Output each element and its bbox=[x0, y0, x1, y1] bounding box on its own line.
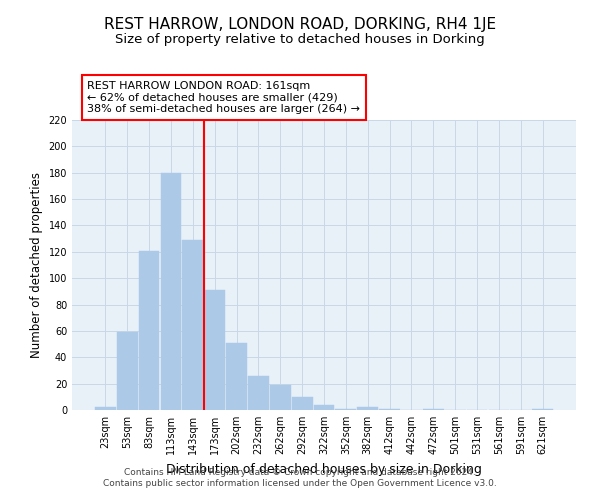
Bar bbox=[95, 408, 116, 410]
Bar bbox=[117, 332, 137, 410]
Bar bbox=[335, 408, 356, 410]
Text: Contains HM Land Registry data © Crown copyright and database right 2024.
Contai: Contains HM Land Registry data © Crown c… bbox=[103, 468, 497, 487]
Bar bbox=[139, 250, 160, 410]
Bar bbox=[248, 376, 269, 410]
Bar bbox=[532, 408, 553, 410]
Bar bbox=[358, 408, 378, 410]
Bar bbox=[270, 385, 290, 410]
X-axis label: Distribution of detached houses by size in Dorking: Distribution of detached houses by size … bbox=[166, 462, 482, 475]
Bar bbox=[226, 343, 247, 410]
Bar bbox=[314, 404, 334, 410]
Bar bbox=[182, 240, 203, 410]
Bar bbox=[161, 172, 181, 410]
Y-axis label: Number of detached properties: Number of detached properties bbox=[30, 172, 43, 358]
Text: Size of property relative to detached houses in Dorking: Size of property relative to detached ho… bbox=[115, 32, 485, 46]
Text: REST HARROW LONDON ROAD: 161sqm
← 62% of detached houses are smaller (429)
38% o: REST HARROW LONDON ROAD: 161sqm ← 62% of… bbox=[87, 81, 360, 114]
Text: REST HARROW, LONDON ROAD, DORKING, RH4 1JE: REST HARROW, LONDON ROAD, DORKING, RH4 1… bbox=[104, 18, 496, 32]
Bar bbox=[292, 397, 313, 410]
Bar bbox=[423, 408, 444, 410]
Bar bbox=[204, 290, 225, 410]
Bar bbox=[379, 408, 400, 410]
